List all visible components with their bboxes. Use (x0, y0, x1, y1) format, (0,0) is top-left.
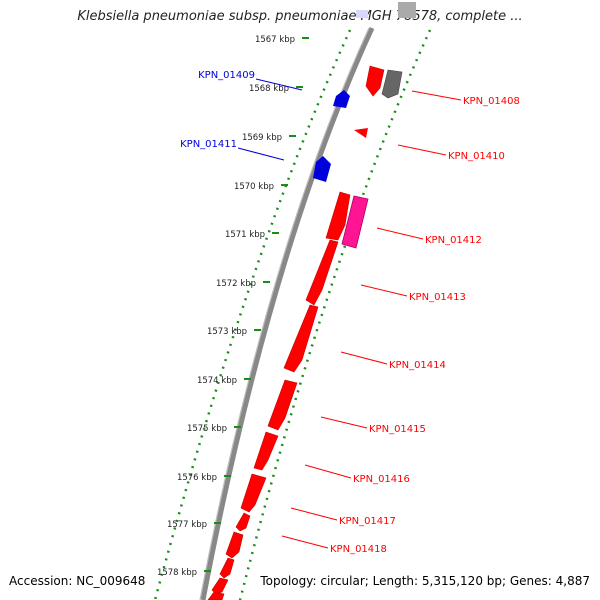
gene-label-line (320, 416, 368, 429)
forward-gene (283, 304, 319, 373)
gene-label: KPN_01411 (180, 139, 237, 150)
gene-label-line (255, 78, 303, 91)
gene-label: KPN_01417 (339, 516, 396, 527)
forward-gene (225, 531, 244, 559)
forward-gene (211, 577, 229, 595)
gene-label: KPN_01408 (463, 96, 520, 107)
gene-label-line (376, 227, 424, 240)
gene-label-line (290, 507, 338, 521)
forward-gene (365, 65, 385, 97)
forward-gene (305, 239, 339, 306)
tick-label: 1574 kbp (197, 376, 237, 386)
forward-gene (267, 379, 298, 431)
gene-label: KPN_01418 (330, 544, 387, 555)
gene-label-line (237, 147, 285, 161)
gene-label-line (411, 90, 462, 101)
gene-label-line (360, 284, 408, 297)
small-forward-gene (354, 128, 368, 138)
partial-feature (356, 10, 368, 18)
forward-gene (235, 512, 251, 532)
genome-backbone-highlight (199, 27, 370, 600)
genome-backbone (200, 26, 375, 600)
gene-label: KPN_01416 (353, 474, 410, 485)
pseudo-gene (381, 69, 403, 99)
accession-label: Accession: NC_009648 (9, 574, 146, 588)
gene-label-line (281, 535, 329, 549)
gene-label-line (304, 464, 352, 479)
gene-label: KPN_01414 (389, 360, 446, 371)
tick-label: 1572 kbp (216, 279, 256, 289)
reverse-gene (333, 90, 350, 108)
tick-label: 1567 kbp (255, 35, 295, 45)
tick-label: 1569 kbp (242, 133, 282, 143)
tick-label: 1576 kbp (177, 473, 217, 483)
partial-feature (398, 2, 416, 18)
forward-gene (325, 191, 351, 241)
tick-label: 1573 kbp (207, 327, 247, 337)
tick-label: 1570 kbp (234, 182, 274, 192)
forward-gene (253, 431, 279, 471)
gene-label-line (340, 351, 388, 365)
gene-label: KPN_01413 (409, 292, 466, 303)
tick-label: 1571 kbp (225, 230, 265, 240)
tick-label: 1577 kbp (167, 520, 207, 530)
forward-gene (219, 557, 235, 579)
forward-gene (207, 591, 225, 600)
gene-label: KPN_01412 (425, 235, 482, 246)
tick-label: 1575 kbp (187, 424, 227, 434)
gene-label-line (397, 144, 447, 156)
topology-label: Topology: circular; Length: 5,315,120 bp… (260, 574, 590, 588)
rna-feature (341, 195, 369, 249)
gene-label: KPN_01415 (369, 424, 426, 435)
gene-label: KPN_01409 (198, 70, 255, 81)
tick-label: 1568 kbp (249, 84, 289, 94)
reverse-gene (313, 156, 331, 182)
tick-label: 1578 kbp (157, 568, 197, 578)
inner-dotted-ring (153, 29, 352, 600)
forward-gene (240, 473, 267, 513)
gene-label: KPN_01410 (448, 151, 505, 162)
